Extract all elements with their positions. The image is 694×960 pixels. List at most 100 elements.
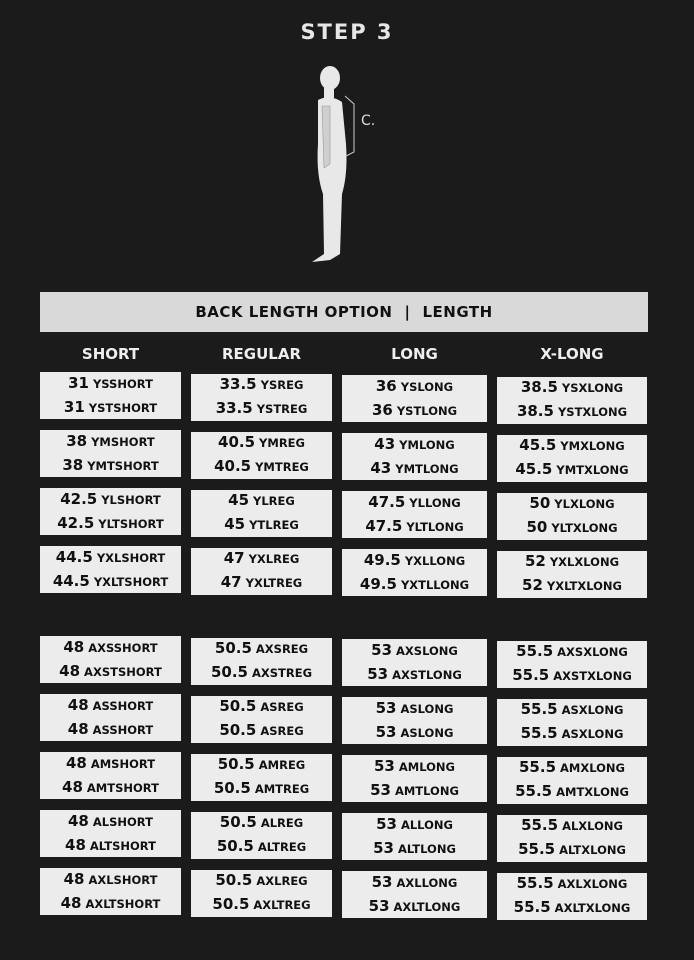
length-value: 50.5 [217, 755, 255, 773]
size-entry: 40.5 YMREG [218, 431, 305, 455]
size-code: YMTSHORT [87, 458, 159, 473]
length-value: 50.5 [219, 721, 257, 739]
size-code: YSTLONG [396, 403, 458, 418]
size-code: YXTLLONG [400, 577, 470, 592]
size-code: YLTLONG [406, 519, 464, 534]
measurement-c-label: C. [361, 113, 376, 129]
length-value: 42.5 [60, 489, 98, 508]
header-length: LENGTH [422, 303, 493, 321]
size-code: YMSHORT [91, 434, 155, 449]
length-value: 53 [375, 722, 397, 741]
length-value: 53 [368, 896, 390, 915]
length-value: 50.5 [215, 871, 253, 889]
size-code: ALXLONG [562, 819, 623, 833]
size-entry: 55.5 AXLXLONG [517, 872, 628, 896]
size-entry: 38.5 YSXLONG [521, 376, 623, 400]
length-value: 55.5 [516, 874, 554, 892]
size-code: AXLLONG [396, 875, 458, 890]
size-cell: 36 YSLONG 36 YSTLONG [342, 375, 487, 422]
size-code: YSSHORT [92, 376, 153, 391]
size-entry: 33.5 YSTREG [216, 397, 308, 421]
size-code: AXLTLONG [393, 899, 461, 914]
length-value: 53 [371, 872, 393, 891]
size-entry: 47 YXLREG [224, 547, 300, 571]
length-value: 55.5 [515, 782, 553, 800]
length-value: 43 [370, 458, 392, 477]
size-cell: 50.5 ASREG 50.5 ASREG [191, 695, 332, 743]
size-entry: 48 ALSHORT [68, 810, 153, 834]
size-entry: 50.5 AXSTREG [211, 661, 312, 685]
length-value: 48 [65, 753, 87, 772]
size-code: AXLTREG [253, 898, 311, 912]
size-code: YXLTSHORT [93, 574, 169, 589]
size-code: YLXLONG [554, 497, 615, 511]
size-entry: 55.5 ALTXLONG [518, 838, 626, 862]
size-code: AXSTREG [251, 666, 313, 680]
size-entry: 53 AMTLONG [370, 779, 459, 803]
size-cell: 53 ALLONG 53 ALTLONG [342, 813, 487, 860]
length-value: 45.5 [515, 460, 553, 478]
size-code: YMXLONG [560, 439, 625, 453]
size-entry: 40.5 YMTREG [214, 455, 309, 479]
length-value: 50.5 [210, 663, 248, 681]
size-code: AXLTSHORT [85, 896, 161, 911]
size-code: AXLTXLONG [554, 901, 631, 915]
length-value: 47 [220, 573, 242, 591]
length-value: 55.5 [513, 898, 551, 916]
size-entry: 50.5 AXLTREG [212, 893, 310, 917]
size-code: YMREG [259, 436, 305, 450]
length-value: 55.5 [516, 642, 554, 660]
size-code: AMREG [258, 758, 306, 772]
size-entry: 53 ASLONG [376, 697, 454, 721]
size-entry: 53 ALLONG [376, 813, 453, 837]
size-code: AXSTSHORT [84, 664, 162, 679]
size-cell: 44.5 YXLSHORT 44.5 YXLTSHORT [40, 546, 181, 593]
column-header-short: SHORT [81, 345, 140, 363]
length-value: 48 [67, 695, 89, 714]
length-value: 49.5 [363, 550, 401, 569]
length-value: 50.5 [213, 779, 251, 797]
size-code: ASSHORT [92, 698, 154, 713]
size-entry: 45 YLREG [228, 489, 295, 513]
length-value: 36 [375, 376, 397, 395]
length-value: 38 [66, 431, 88, 450]
size-cell: 47.5 YLLONG 47.5 YLTLONG [342, 491, 487, 538]
size-cell: 53 AXSLONG 53 AXSTLONG [342, 639, 487, 686]
size-entry: 55.5 ASXLONG [521, 722, 624, 746]
size-cell: 38.5 YSXLONG 38.5 YSTXLONG [497, 376, 647, 424]
size-entry: 53 AXLLONG [372, 871, 458, 895]
size-code: AMLONG [398, 759, 455, 774]
size-entry: 48 AXLSHORT [64, 868, 158, 892]
size-entry: 38 YMSHORT [66, 430, 155, 454]
size-entry: 50.5 ASREG [219, 695, 303, 719]
column-header-regular: REGULAR [221, 345, 301, 363]
size-entry: 47.5 YLLONG [368, 491, 460, 515]
length-value: 44.5 [52, 571, 90, 590]
table-header: BACK LENGTH OPTION | LENGTH [40, 292, 648, 332]
size-entry: 50.5 AXSREG [215, 637, 308, 661]
length-value: 53 [370, 780, 391, 799]
size-entry: 45 YTLREG [224, 513, 299, 537]
size-code: AMTXLONG [556, 785, 629, 799]
length-value: 45.5 [519, 436, 557, 454]
size-code: YXLLONG [404, 553, 466, 568]
length-value: 40.5 [218, 433, 256, 451]
size-code: YMLONG [399, 437, 455, 452]
length-value: 53 [373, 838, 394, 857]
size-code: YXLXLONG [549, 555, 620, 569]
length-value: 48 [63, 637, 85, 656]
size-cell: 48 ASSHORT 48 ASSHORT [40, 694, 181, 741]
size-code: ASLONG [400, 701, 454, 716]
size-code: ALTSHORT [89, 838, 156, 853]
size-code: ASXLONG [561, 703, 624, 717]
size-code: YXLTXLONG [546, 579, 622, 593]
size-entry: 50.5 ASREG [219, 719, 303, 743]
length-value: 43 [374, 434, 396, 453]
size-code: YTLREG [249, 518, 299, 532]
size-code: ASREG [260, 724, 304, 738]
size-entry: 48 AXLTSHORT [61, 892, 161, 916]
size-cell: 50.5 AMREG 50.5 AMTREG [191, 753, 332, 801]
size-cell: 31 YSSHORT 31 YSTSHORT [40, 372, 181, 419]
size-cell: 50.5 AXLREG 50.5 AXLTREG [191, 869, 332, 917]
size-cell: 33.5 YSREG 33.5 YSTREG [191, 373, 332, 421]
